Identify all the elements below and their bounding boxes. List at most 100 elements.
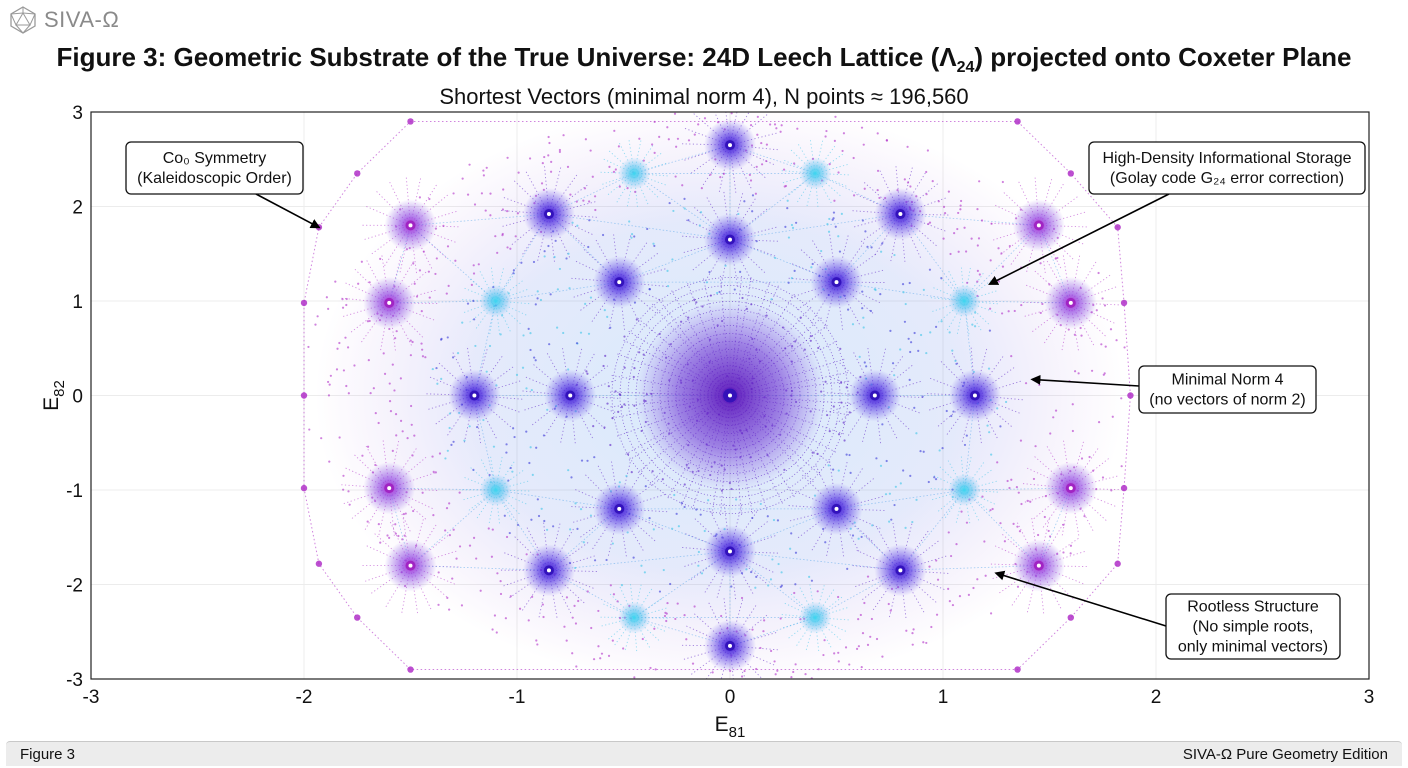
- scatter-point: [594, 208, 597, 212]
- scatter-point: [957, 250, 960, 253]
- scatter-point: [790, 676, 793, 679]
- scatter-point: [531, 595, 534, 598]
- scatter-point: [848, 411, 851, 414]
- scatter-point: [1048, 283, 1051, 286]
- scatter-point: [536, 290, 539, 293]
- scatter-point: [434, 471, 437, 474]
- scatter-point: [607, 385, 610, 388]
- scatter-point: [1092, 469, 1095, 472]
- scatter-point: [584, 302, 587, 305]
- scatter-point: [653, 120, 656, 123]
- scatter-point: [963, 226, 966, 229]
- scatter-point: [837, 469, 840, 472]
- scatter-point: [568, 287, 571, 290]
- spoke-line: [633, 138, 642, 174]
- scatter-point: [470, 283, 474, 286]
- spoke-line: [495, 300, 523, 326]
- scatter-point: [789, 547, 792, 550]
- scatter-point: [817, 346, 820, 350]
- scatter-point: [517, 171, 520, 174]
- scatter-point: [824, 135, 827, 138]
- status-right: SIVA-Ω Pure Geometry Edition: [1182, 745, 1388, 763]
- scatter-point: [543, 519, 546, 523]
- hub-highlight: [1036, 563, 1041, 568]
- scatter-point: [388, 400, 392, 403]
- figure-title: Figure 3: Geometric Substrate of the Tru…: [0, 42, 1408, 77]
- scatter-point: [794, 583, 797, 586]
- annotation-callout: Co₀ Symmetry (Kaleidoscopic Order): [125, 141, 321, 229]
- annotation-box: [1165, 593, 1341, 660]
- scatter-point: [776, 519, 780, 522]
- scatter-point: [1015, 485, 1018, 489]
- scatter-point: [922, 450, 925, 453]
- scatter-point: [1006, 479, 1009, 483]
- scatter-point: [945, 409, 948, 413]
- scatter-point: [930, 625, 933, 629]
- scatter-point: [699, 513, 702, 516]
- scatter-point: [935, 613, 939, 616]
- spoke-line: [963, 300, 983, 333]
- scatter-point: [525, 553, 528, 556]
- scatter-point: [553, 255, 556, 259]
- scatter-point: [948, 331, 951, 334]
- scatter-point: [909, 474, 912, 477]
- scatter-point: [603, 308, 606, 312]
- scatter-point: [833, 139, 836, 142]
- scatter-point: [588, 219, 591, 222]
- scatter-point: [448, 608, 451, 611]
- scatter-point: [966, 281, 969, 284]
- scatter-point: [999, 522, 1002, 525]
- figure-title-main: Figure 3: Geometric Substrate of the Tru…: [56, 42, 957, 72]
- scatter-point: [567, 252, 570, 255]
- scatter-point: [528, 461, 531, 465]
- scatter-point: [395, 434, 398, 437]
- scatter-point: [691, 662, 695, 665]
- scatter-point: [1048, 535, 1052, 538]
- scatter-point: [448, 534, 451, 537]
- scatter-point: [879, 464, 883, 467]
- scatter-point: [840, 212, 843, 215]
- scatter-point: [1024, 382, 1028, 385]
- scatter-point: [446, 596, 449, 599]
- scatter-point: [1034, 445, 1037, 448]
- scatter-point: [593, 456, 596, 459]
- scatter-point: [1001, 265, 1005, 268]
- scatter-point: [933, 476, 936, 479]
- scatter-point: [421, 355, 425, 358]
- scatter-point: [741, 296, 744, 300]
- scatter-point: [388, 536, 391, 539]
- scatter-point: [794, 551, 798, 554]
- spoke-line: [495, 265, 505, 302]
- hub-highlight: [568, 393, 573, 398]
- boundary-node: [407, 666, 414, 673]
- scatter-point: [976, 280, 979, 283]
- scatter-point: [926, 149, 929, 152]
- scatter-point: [687, 219, 690, 222]
- scatter-point: [534, 303, 537, 306]
- hub-highlight: [1068, 486, 1073, 491]
- scatter-point: [697, 564, 700, 567]
- scatter-point: [839, 347, 842, 350]
- spoke-line: [814, 143, 837, 174]
- scatter-point: [597, 645, 600, 648]
- scatter-point: [341, 297, 344, 301]
- scatter-point: [1054, 257, 1057, 260]
- scatter-point: [928, 221, 932, 224]
- scatter-point: [901, 283, 905, 286]
- scatter-point: [589, 296, 593, 299]
- scatter-point: [558, 150, 562, 154]
- annotation-callout: Minimal Norm 4 (no vectors of norm 2): [1030, 365, 1317, 414]
- scatter-point: [708, 270, 711, 274]
- scatter-point: [1109, 328, 1113, 331]
- spoke-line: [794, 617, 816, 648]
- scatter-point: [1026, 499, 1029, 503]
- boundary-node: [1114, 224, 1121, 231]
- annotation-callout: Rootless Structure (No simple roots, only …: [994, 570, 1341, 660]
- scatter-point: [369, 392, 372, 395]
- scatter-point: [1095, 309, 1098, 312]
- scatter-point: [461, 321, 464, 324]
- scatter-point: [573, 604, 576, 607]
- spoke-line: [964, 278, 994, 302]
- scatter-point: [444, 529, 447, 532]
- scatter-point: [978, 180, 981, 183]
